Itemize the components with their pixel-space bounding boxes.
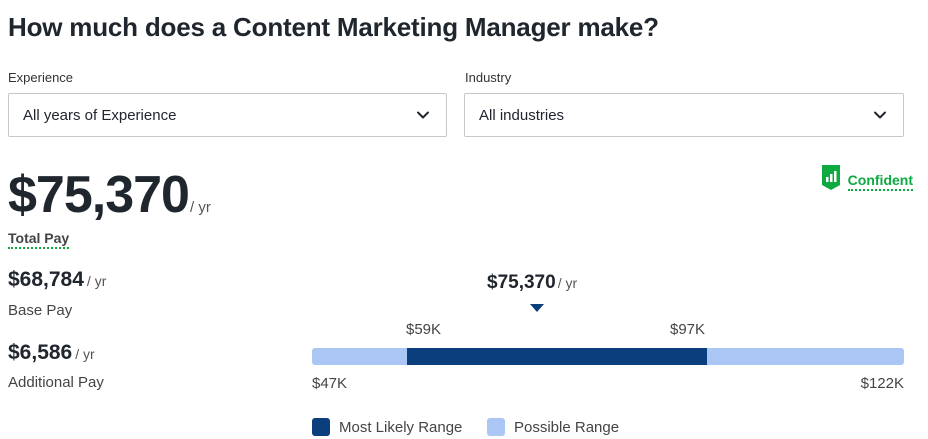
median-pay-unit: / yr — [557, 275, 578, 291]
likely-low-label: $59K — [406, 321, 442, 338]
legend-possible: Possible Range — [487, 418, 619, 436]
median-marker — [530, 304, 544, 312]
confidence-badge[interactable]: Confident — [820, 163, 913, 191]
base-pay-label: Base Pay — [8, 302, 73, 319]
likely-high-label: $97K — [670, 321, 706, 338]
median-pay: $75,370/ yr — [487, 272, 577, 294]
range-max-label: $122K — [860, 375, 904, 392]
legend-likely-label: Most Likely Range — [339, 418, 463, 436]
legend-likely: Most Likely Range — [312, 418, 462, 436]
chevron-down-icon — [874, 111, 886, 119]
experience-select[interactable]: All years of Experience — [8, 93, 447, 137]
total-pay-unit: / yr — [190, 199, 211, 216]
legend-possible-label: Possible Range — [514, 418, 620, 436]
industry-select[interactable]: All industries — [464, 93, 904, 137]
additional-pay-label: Additional Pay — [8, 374, 104, 391]
chevron-down-icon — [417, 111, 429, 119]
experience-select-value: All years of Experience — [23, 106, 177, 124]
possible-range-bar — [312, 348, 904, 365]
industry-label: Industry — [465, 70, 512, 85]
total-pay-value: $75,370 / yr — [8, 165, 211, 225]
page-title: How much does a Content Marketing Manage… — [8, 12, 659, 42]
total-pay-amount: $75,370 — [8, 166, 190, 224]
range-min-label: $47K — [312, 375, 348, 392]
legend-likely-swatch — [312, 418, 330, 436]
additional-pay-amount: $6,586 — [8, 341, 73, 364]
experience-label: Experience — [8, 70, 74, 85]
additional-pay-value: $6,586/ yr — [8, 341, 95, 365]
industry-select-value: All industries — [479, 106, 565, 124]
base-pay-value: $68,784/ yr — [8, 268, 106, 292]
signal-bars-icon — [821, 165, 840, 190]
base-pay-unit: / yr — [86, 273, 107, 289]
likely-range-bar — [406, 348, 707, 365]
additional-pay-unit: / yr — [75, 346, 95, 362]
confidence-label: Confident — [847, 172, 913, 191]
median-pay-amount: $75,370 — [487, 272, 556, 293]
total-pay-label[interactable]: Total Pay — [8, 230, 70, 249]
legend-possible-swatch — [487, 418, 505, 436]
base-pay-amount: $68,784 — [8, 268, 84, 291]
